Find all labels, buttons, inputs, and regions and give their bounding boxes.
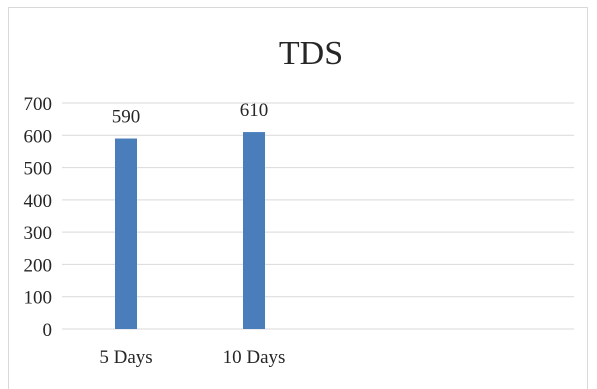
y-tick-label: 400 — [24, 191, 53, 212]
y-tick-label: 200 — [24, 255, 53, 276]
bar — [243, 132, 265, 329]
y-tick-label: 700 — [24, 94, 53, 115]
y-tick-label: 600 — [24, 126, 53, 147]
chart-frame — [8, 7, 588, 389]
bars — [115, 132, 265, 329]
y-tick-label: 300 — [24, 223, 53, 244]
data-label: 610 — [240, 100, 269, 121]
y-tick-label: 0 — [43, 320, 53, 341]
x-axis-tick-labels: 5 Days 10 Days — [99, 347, 285, 368]
y-tick-label: 500 — [24, 159, 53, 180]
x-tick-label: 10 Days — [223, 347, 286, 368]
x-tick-label: 5 Days — [99, 347, 152, 368]
bar — [115, 138, 137, 329]
chart-title: TDS — [279, 35, 343, 72]
gridlines — [62, 102, 574, 330]
y-axis-tick-labels: 0 100 200 300 400 500 600 700 — [24, 94, 53, 341]
data-label: 590 — [112, 107, 141, 128]
data-labels: 590 610 — [112, 100, 269, 127]
y-tick-label: 100 — [24, 288, 53, 309]
